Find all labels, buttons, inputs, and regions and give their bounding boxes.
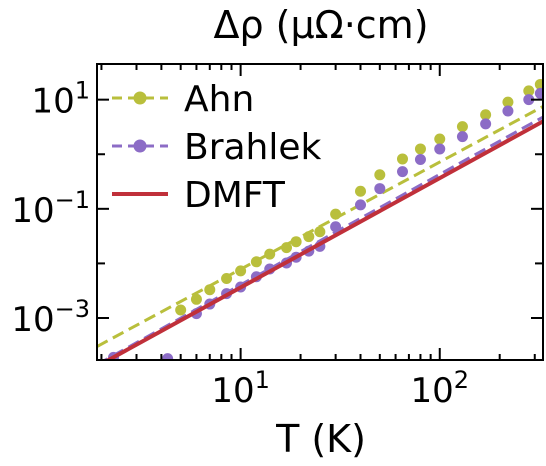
- plot-contents: [97, 78, 543, 360]
- brahlek-data-point: [414, 154, 426, 166]
- ahn-data-point: [190, 293, 202, 305]
- plot-frame: [96, 63, 544, 361]
- y-axis-ticks: 101 10−1 10−3: [11, 77, 543, 340]
- chart-title: Δρ (μΩ·cm): [213, 3, 428, 47]
- ahn-data-point: [534, 78, 543, 90]
- ahn-data-point: [456, 121, 468, 133]
- brahlek-data-point: [374, 183, 386, 195]
- brahlek-data-point: [396, 166, 408, 178]
- brahlek-data-point: [456, 131, 468, 143]
- brahlek-data-point: [523, 94, 535, 106]
- ahn-data-point: [434, 133, 446, 145]
- ahn-data-point: [314, 226, 326, 238]
- plot-area: [97, 78, 543, 360]
- ahn-data-point: [480, 109, 492, 121]
- legend-dmft-label: DMFT: [184, 175, 286, 216]
- brahlek-data-point: [480, 118, 492, 130]
- ahn-data-point: [374, 169, 386, 181]
- ahn-data-point: [396, 153, 408, 165]
- brahlek-data-point: [330, 221, 342, 233]
- brahlek-data-point: [162, 353, 174, 360]
- ahn-data-point: [204, 284, 216, 296]
- y-tick-label: 10−1: [11, 186, 90, 231]
- y-tick-label: 101: [31, 77, 90, 122]
- x-tick-label: 102: [410, 366, 469, 411]
- ahn-data-point: [330, 208, 342, 220]
- legend: Ahn Brahlek DMFT: [112, 79, 322, 216]
- ahn-data-point: [281, 242, 293, 254]
- brahlek-data-point: [355, 199, 367, 211]
- ahn-data-point: [235, 265, 247, 277]
- legend-ahn-label: Ahn: [184, 79, 254, 120]
- legend-brahlek-label: Brahlek: [184, 127, 322, 168]
- ahn-data-point: [250, 256, 262, 268]
- y-tick-label: 10−3: [11, 295, 90, 340]
- ahn-data-point: [523, 85, 535, 97]
- ahn-data-point: [303, 231, 315, 243]
- ahn-data-point: [502, 96, 514, 108]
- ahn-data-point: [221, 272, 233, 284]
- x-tick-label: 101: [211, 366, 270, 411]
- brahlek-data-point: [502, 105, 514, 117]
- brahlek-data-point: [434, 143, 446, 155]
- ahn-data-point: [264, 248, 276, 260]
- legend-ahn-marker: [133, 91, 147, 105]
- ahn-data-point: [355, 185, 367, 197]
- ahn-data-point: [175, 304, 187, 316]
- x-axis-label: T (K): [275, 417, 366, 461]
- dmft-line: [104, 119, 543, 360]
- brahlek-data-point: [534, 87, 543, 99]
- brahlek-fit-line: [102, 115, 543, 360]
- legend-brahlek-marker: [133, 139, 147, 153]
- ahn-data-point: [414, 143, 426, 155]
- ahn-data-point: [290, 236, 302, 248]
